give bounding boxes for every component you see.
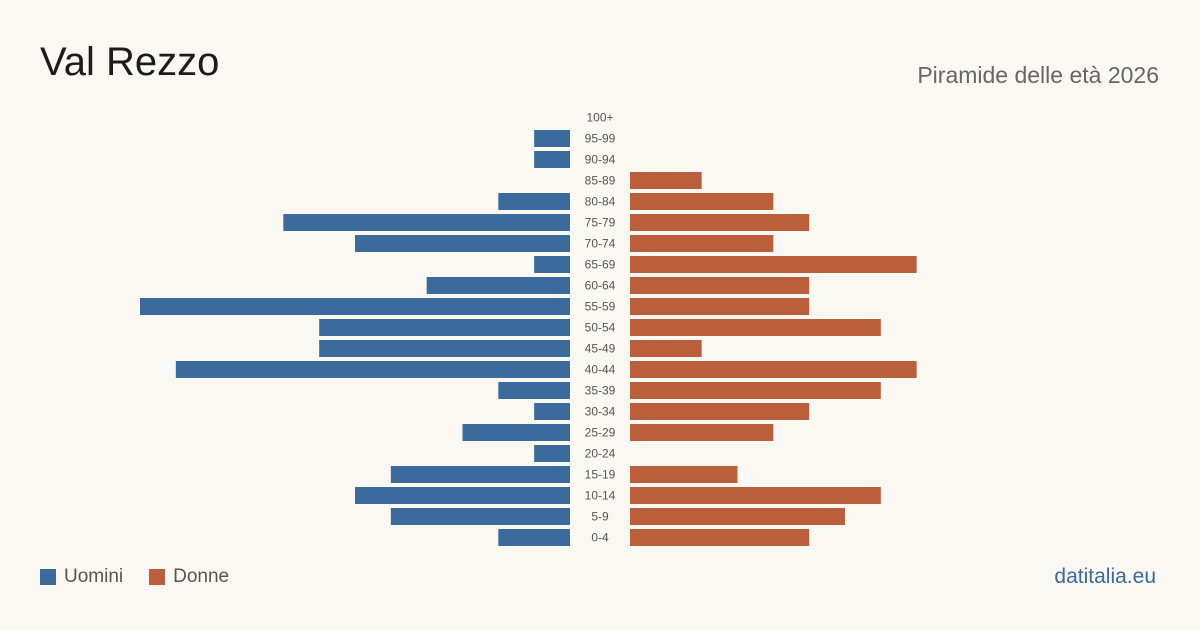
bar-men <box>534 445 570 462</box>
bar-women <box>630 193 774 210</box>
age-label: 40-44 <box>585 363 616 377</box>
bar-men <box>534 151 570 168</box>
bar-women <box>630 424 774 441</box>
bar-men <box>498 382 570 399</box>
age-label: 65-69 <box>585 258 616 272</box>
bar-women <box>630 298 810 315</box>
bar-women <box>630 256 917 273</box>
legend-item-men: Uomini <box>40 566 123 588</box>
age-label: 75-79 <box>585 216 616 230</box>
legend-item-women: Donne <box>149 566 229 588</box>
bar-men <box>283 214 570 231</box>
legend-swatch-men <box>40 569 56 585</box>
age-label: 0-4 <box>591 531 609 545</box>
bar-women <box>630 382 881 399</box>
bar-women <box>630 487 881 504</box>
chart-subtitle: Piramide delle età 2026 <box>917 62 1159 88</box>
bar-women <box>630 235 774 252</box>
brand-link[interactable]: datitalia.eu <box>1054 565 1156 588</box>
bar-men <box>462 424 570 441</box>
bar-women <box>630 508 845 525</box>
bar-men <box>534 256 570 273</box>
bar-men <box>140 298 570 315</box>
age-label: 85-89 <box>585 174 616 188</box>
bar-women <box>630 319 881 336</box>
age-label: 25-29 <box>585 426 616 440</box>
bar-men <box>534 403 570 420</box>
bar-men <box>355 487 570 504</box>
bar-women <box>630 466 738 483</box>
bar-women <box>630 529 810 546</box>
bar-men <box>426 277 570 294</box>
age-label: 20-24 <box>585 447 616 461</box>
bar-women <box>630 361 917 378</box>
bar-men <box>319 319 570 336</box>
bar-women <box>630 403 810 420</box>
age-label: 100+ <box>586 111 613 125</box>
bar-women <box>630 214 810 231</box>
bar-women <box>630 340 702 357</box>
age-label: 15-19 <box>585 468 616 482</box>
age-label: 95-99 <box>585 132 616 146</box>
age-label: 10-14 <box>585 489 616 503</box>
age-label: 45-49 <box>585 342 616 356</box>
bar-men <box>355 235 570 252</box>
bar-men <box>498 193 570 210</box>
age-label: 70-74 <box>585 237 616 251</box>
age-label: 30-34 <box>585 405 616 419</box>
bar-men <box>534 130 570 147</box>
bar-women <box>630 172 702 189</box>
bar-men <box>390 466 570 483</box>
bar-women <box>630 277 810 294</box>
age-label: 50-54 <box>585 321 616 335</box>
age-label: 90-94 <box>585 153 616 167</box>
chart-title: Val Rezzo <box>40 40 220 84</box>
bar-men <box>319 340 570 357</box>
age-label: 5-9 <box>591 510 609 524</box>
age-label: 55-59 <box>585 300 616 314</box>
age-label: 60-64 <box>585 279 616 293</box>
legend: Uomini Donne <box>40 566 255 588</box>
legend-label-men: Uomini <box>64 566 124 587</box>
legend-swatch-women <box>149 569 166 585</box>
age-label: 80-84 <box>585 195 616 209</box>
bar-men <box>175 361 571 378</box>
bar-men <box>498 529 570 546</box>
bar-men <box>390 508 570 525</box>
age-label: 35-39 <box>585 384 616 398</box>
legend-label-women: Donne <box>173 566 230 587</box>
